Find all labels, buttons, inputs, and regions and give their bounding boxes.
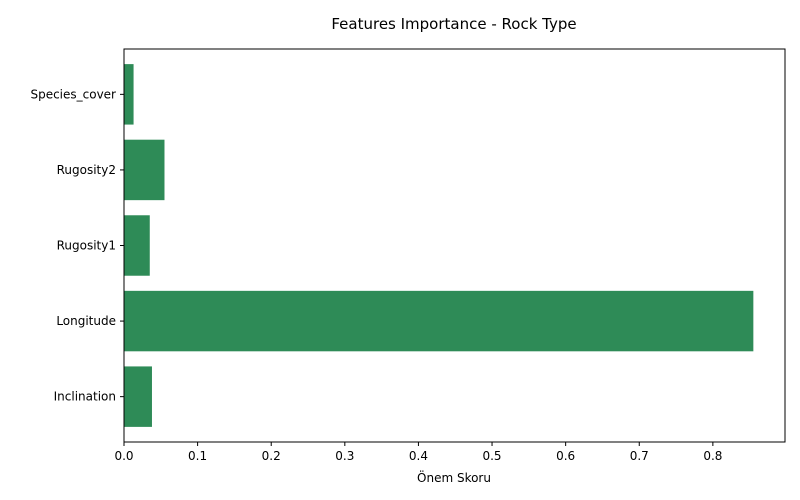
- x-tick-label: 0.0: [114, 449, 133, 463]
- bar-rugosity2: [124, 139, 165, 201]
- bar-longitude: [124, 290, 754, 352]
- y-tick-label: Species_cover: [30, 87, 116, 101]
- x-axis: 0.0 0.1 0.2 0.3 0.4 0.5 0.6 0.7 0.8: [114, 442, 722, 463]
- bars-group: [124, 64, 754, 427]
- x-tick-label: 0.7: [630, 449, 649, 463]
- bar-inclination: [124, 366, 152, 427]
- x-tick-label: 0.3: [335, 449, 354, 463]
- bar-species-cover: [124, 64, 134, 125]
- y-tick-label: Rugosity1: [57, 239, 116, 253]
- y-tick-label: Inclination: [54, 390, 116, 404]
- plot-area-frame: [123, 48, 786, 443]
- x-tick-label: 0.6: [556, 449, 575, 463]
- x-tick-label: 0.5: [482, 449, 501, 463]
- x-tick-label: 0.2: [262, 449, 281, 463]
- x-axis-title: Önem Skoru: [417, 469, 491, 485]
- x-tick-label: 0.1: [188, 449, 207, 463]
- y-axis: Inclination Longitude Rugosity1 Rugosity2 Sp…: [30, 87, 124, 404]
- x-tick-label: 0.8: [703, 449, 722, 463]
- chart-title: Features Importance - Rock Type: [331, 15, 576, 33]
- y-tick-label: Longitude: [56, 314, 116, 328]
- x-tick-label: 0.4: [409, 449, 428, 463]
- y-tick-label: Rugosity2: [57, 163, 116, 177]
- bar-rugosity1: [124, 215, 150, 276]
